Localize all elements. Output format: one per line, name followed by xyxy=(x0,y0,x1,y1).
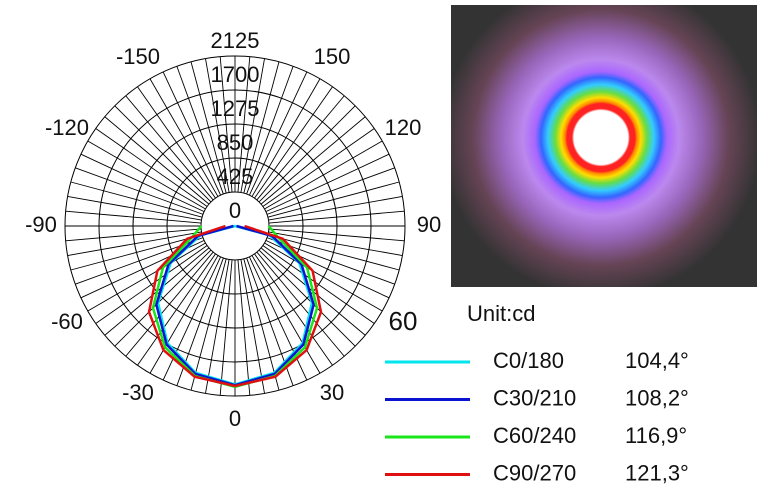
legend-label: C30/210 xyxy=(493,385,576,410)
r-tick-label: 2125 xyxy=(211,28,260,53)
series-line xyxy=(147,224,323,388)
angle-tick-label: 90 xyxy=(417,212,441,237)
beam-angle: 116,9° xyxy=(625,423,687,448)
angle-tick-label: 60 xyxy=(389,306,418,336)
r-tick-label: 850 xyxy=(217,130,254,155)
unit-label: Unit:cd xyxy=(467,301,535,326)
legend-label: C90/270 xyxy=(493,460,576,485)
r-tick-label: 425 xyxy=(217,164,254,189)
angle-tick-label: -120 xyxy=(45,115,89,140)
r-tick-label: 1700 xyxy=(211,62,260,87)
legend-label: C0/180 xyxy=(493,348,564,373)
angle-tick-label: -30 xyxy=(122,380,154,405)
light-distribution-image xyxy=(451,5,757,287)
ring xyxy=(132,123,338,329)
angle-tick-label: -150 xyxy=(116,44,160,69)
angle-tick-label: 30 xyxy=(320,380,344,405)
ring xyxy=(98,89,372,363)
beam-angle: 104,4° xyxy=(625,348,689,373)
ring xyxy=(64,55,406,397)
angle-tick-label: 0 xyxy=(229,406,241,431)
angle-tick-label: -60 xyxy=(51,309,83,334)
angle-tick-label: 150 xyxy=(314,44,351,69)
beam-angle: 121,3° xyxy=(625,460,689,485)
r-tick-label: 0 xyxy=(229,198,241,223)
legend-label: C60/240 xyxy=(493,423,576,448)
angle-tick-label: -90 xyxy=(25,212,57,237)
angle-tick-label: 120 xyxy=(385,115,422,140)
beam-angle: 108,2° xyxy=(625,385,689,410)
ring xyxy=(166,157,304,295)
r-tick-label: 1275 xyxy=(211,96,260,121)
